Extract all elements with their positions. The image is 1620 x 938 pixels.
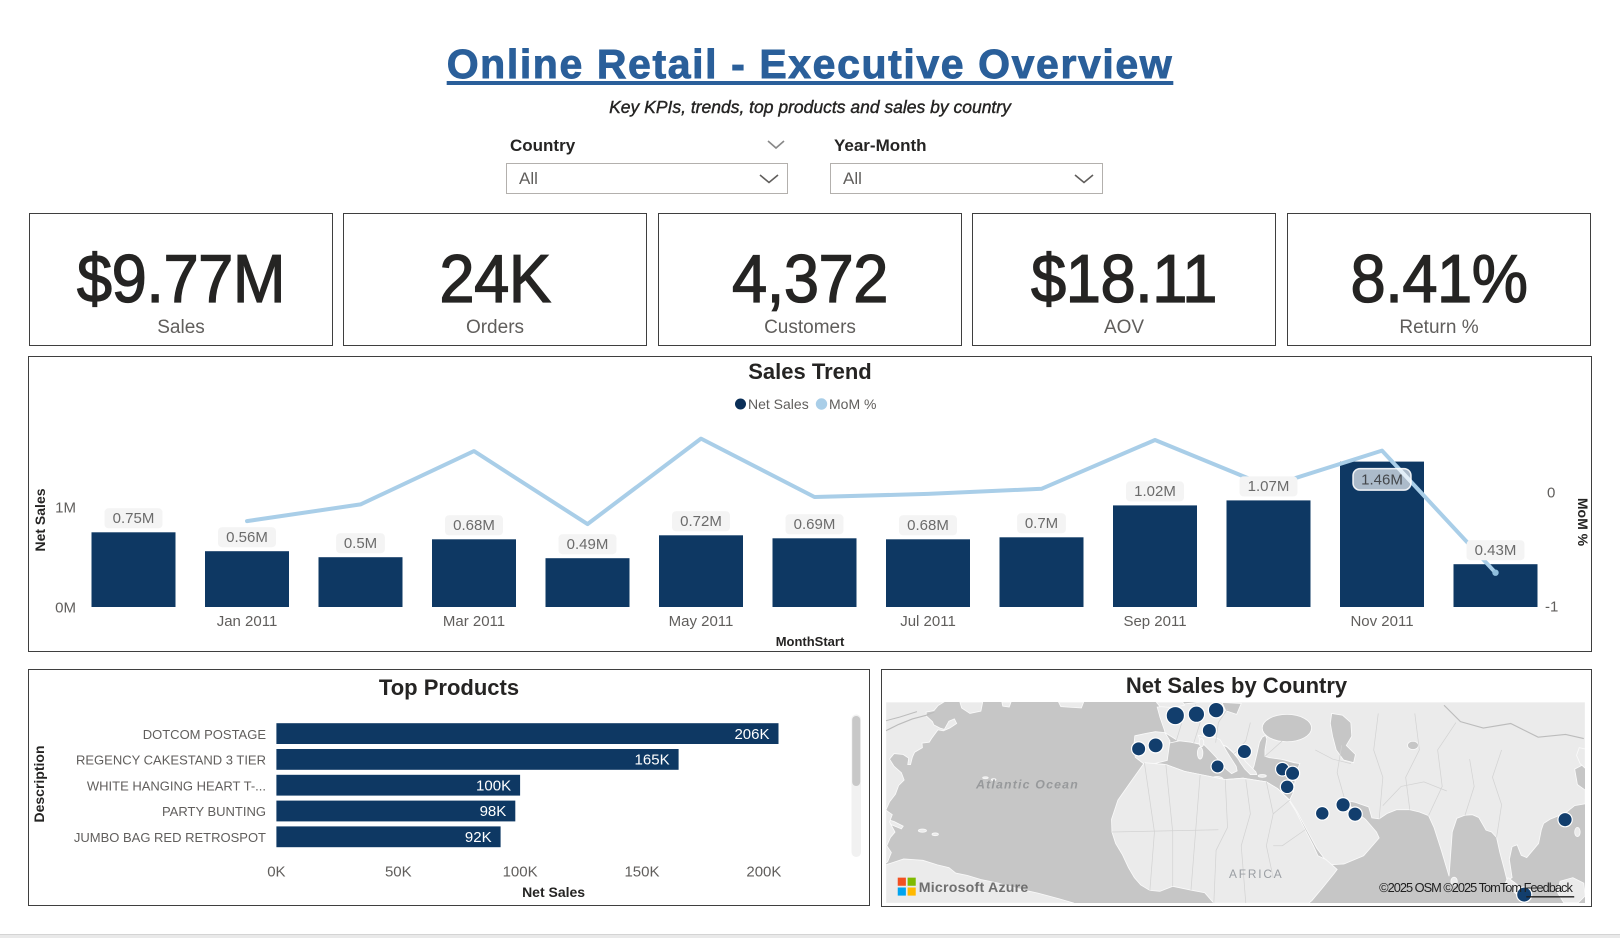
svg-text:0M: 0M [55,599,76,616]
svg-text:0.68M: 0.68M [907,517,949,534]
svg-text:Net Sales: Net Sales [32,488,48,551]
svg-text:100K: 100K [503,864,538,881]
svg-text:Nov 2011: Nov 2011 [1350,613,1413,630]
svg-text:Top Products: Top Products [379,675,519,700]
svg-text:Sep 2011: Sep 2011 [1123,613,1186,630]
svg-text:0.75M: 0.75M [113,510,155,527]
svg-text:92K: 92K [465,829,492,846]
svg-text:WHITE HANGING HEART T-...: WHITE HANGING HEART T-... [87,778,266,793]
svg-text:Jan 2011: Jan 2011 [217,613,278,630]
svg-text:1M: 1M [55,500,76,517]
svg-text:0K: 0K [267,864,285,881]
svg-text:Mar 2011: Mar 2011 [443,613,505,630]
svg-text:Net Sales: Net Sales [748,396,809,412]
svg-text:0.49M: 0.49M [567,536,609,553]
svg-text:AFRICA: AFRICA [1229,867,1283,881]
svg-text:150K: 150K [624,864,659,881]
svg-text:May 2011: May 2011 [669,613,734,630]
svg-text:MonthStart: MonthStart [776,634,845,649]
svg-text:REGENCY CAKESTAND 3 TIER: REGENCY CAKESTAND 3 TIER [76,753,266,768]
svg-text:DOTCOM POSTAGE: DOTCOM POSTAGE [143,727,267,742]
svg-text:0.56M: 0.56M [226,529,268,546]
svg-text:Microsoft Azure: Microsoft Azure [919,879,1029,895]
svg-text:0.72M: 0.72M [680,513,722,530]
svg-text:100K: 100K [476,777,511,794]
svg-text:MoM %: MoM % [829,396,876,412]
svg-text:Net Sales: Net Sales [522,884,585,900]
svg-text:0.69M: 0.69M [794,516,836,533]
svg-text:206K: 206K [734,726,769,743]
svg-text:200K: 200K [746,864,781,881]
svg-text:1.02M: 1.02M [1134,483,1176,500]
svg-text:0.68M: 0.68M [453,517,495,534]
svg-text:50K: 50K [385,864,412,881]
svg-text:165K: 165K [635,752,670,769]
svg-text:0.5M: 0.5M [344,535,377,552]
svg-text:JUMBO BAG RED RETROSPOT: JUMBO BAG RED RETROSPOT [74,830,266,845]
svg-text:0.7M: 0.7M [1025,515,1058,532]
svg-text:98K: 98K [480,803,507,820]
svg-text:0: 0 [1547,485,1555,502]
svg-text:1.46M: 1.46M [1361,471,1403,488]
svg-text:MoM %: MoM % [1575,498,1591,547]
svg-text:Jul 2011: Jul 2011 [900,613,956,630]
svg-text:1.07M: 1.07M [1248,478,1290,495]
svg-text:Atlantic Ocean: Atlantic Ocean [975,778,1079,792]
svg-text:-1: -1 [1545,599,1558,616]
svg-text:©2025 OSM ©2025 TomTom Feedb: ©2025 OSM ©2025 TomTom Feedback [1379,880,1573,895]
svg-text:0.43M: 0.43M [1475,542,1517,559]
svg-text:Description: Description [31,745,47,822]
svg-text:Sales Trend: Sales Trend [748,359,872,384]
svg-text:PARTY BUNTING: PARTY BUNTING [162,804,266,819]
